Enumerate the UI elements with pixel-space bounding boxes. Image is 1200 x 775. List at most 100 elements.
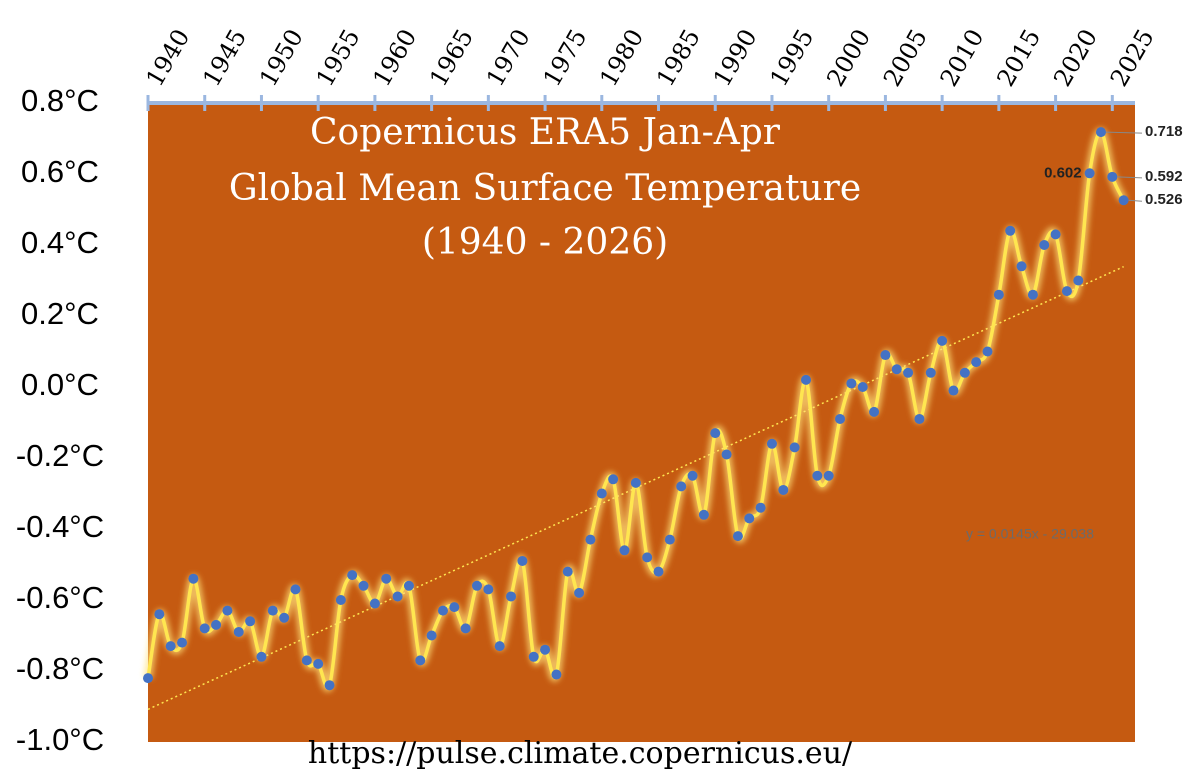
data-point <box>562 566 573 577</box>
x-tick-label: 1990 <box>708 24 763 91</box>
data-point <box>437 605 448 616</box>
data-point <box>154 609 165 620</box>
data-point <box>301 655 312 666</box>
data-point <box>676 481 687 492</box>
x-tick-label: 2010 <box>935 24 990 91</box>
x-tick-label: 1985 <box>651 24 706 91</box>
y-tick-label: -1.0°C <box>16 722 104 757</box>
data-point <box>596 488 607 499</box>
data-point <box>937 335 948 346</box>
x-tick-label: 1975 <box>538 24 593 91</box>
data-point <box>381 573 392 584</box>
data-point <box>245 616 256 627</box>
data-point <box>903 367 914 378</box>
y-tick-label: 0.2°C <box>21 296 99 331</box>
data-point <box>891 364 902 375</box>
data-point <box>948 385 959 396</box>
x-tick-label: 2005 <box>878 24 933 91</box>
data-point <box>925 367 936 378</box>
x-tick-label: 1970 <box>481 24 536 91</box>
x-tick-label: 1995 <box>765 24 820 91</box>
data-point <box>1084 168 1095 179</box>
data-point <box>732 531 743 542</box>
data-point <box>812 470 823 481</box>
data-point <box>1016 261 1027 272</box>
data-point <box>574 587 585 598</box>
data-point <box>630 477 641 488</box>
data-point <box>483 584 494 595</box>
y-tick-label: -0.8°C <box>16 651 104 686</box>
data-point <box>347 570 358 581</box>
data-point <box>835 413 846 424</box>
x-tick-label: 1940 <box>141 24 196 91</box>
x-tick-label: 1965 <box>424 24 479 91</box>
data-point <box>449 602 460 613</box>
data-point <box>177 637 188 648</box>
data-point <box>687 470 698 481</box>
data-point <box>846 378 857 389</box>
data-point <box>642 552 653 563</box>
data-point <box>1107 171 1118 182</box>
data-point <box>415 655 426 666</box>
data-point <box>1073 275 1084 286</box>
x-tick-label: 2020 <box>1048 24 1103 91</box>
data-point <box>698 509 709 520</box>
data-point <box>914 413 925 424</box>
data-point <box>290 584 301 595</box>
data-point <box>880 350 891 361</box>
data-point <box>494 641 505 652</box>
data-point <box>267 605 278 616</box>
label-leader <box>1117 176 1143 179</box>
data-point <box>744 513 755 524</box>
data-point <box>165 641 176 652</box>
trend-equation: y = 0.0145x - 29.038 <box>966 526 1094 542</box>
data-label: 0.718 <box>1145 123 1183 140</box>
data-point <box>506 591 517 602</box>
y-tick-label: 0.8°C <box>21 83 99 118</box>
y-tick-label: 0.0°C <box>21 367 99 402</box>
data-point <box>766 438 777 449</box>
data-label: 0.592 <box>1145 168 1183 185</box>
data-point <box>585 534 596 545</box>
data-point <box>403 580 414 591</box>
y-tick-label: -0.4°C <box>16 509 104 544</box>
data-label: 0.526 <box>1145 191 1183 208</box>
x-tick-label: 2000 <box>821 24 876 91</box>
chart-title: Copernicus ERA5 Jan-Apr <box>310 112 781 153</box>
label-leader <box>1128 199 1143 202</box>
data-point <box>426 630 437 641</box>
data-point <box>801 374 811 385</box>
data-point <box>619 545 630 556</box>
x-tick-label: 1945 <box>197 24 252 91</box>
data-point <box>143 673 153 684</box>
x-tick-label: 2025 <box>1105 24 1160 91</box>
data-point <box>755 502 766 513</box>
data-point <box>517 555 528 566</box>
y-tick-label: 0.6°C <box>21 154 99 189</box>
data-point <box>869 406 880 417</box>
data-point <box>392 591 403 602</box>
data-point <box>233 626 244 637</box>
data-point <box>279 612 290 623</box>
data-point <box>540 644 551 655</box>
data-point <box>188 573 199 584</box>
data-point <box>313 658 324 669</box>
data-point <box>1095 127 1106 138</box>
data-point <box>710 428 721 439</box>
data-point <box>324 680 335 691</box>
data-point <box>528 651 539 662</box>
data-point <box>1005 225 1016 236</box>
x-tick-label: 1950 <box>254 24 309 91</box>
data-point <box>369 598 380 609</box>
data-point <box>551 669 562 680</box>
data-point <box>1118 195 1129 206</box>
data-point <box>823 470 834 481</box>
x-tick-label: 1955 <box>311 24 366 91</box>
data-point <box>608 474 619 485</box>
x-tick-label: 2015 <box>991 24 1046 91</box>
data-point <box>222 605 233 616</box>
y-tick-label: 0.4°C <box>21 225 99 260</box>
label-leader <box>1105 131 1143 134</box>
y-tick-label: -0.2°C <box>16 438 104 473</box>
